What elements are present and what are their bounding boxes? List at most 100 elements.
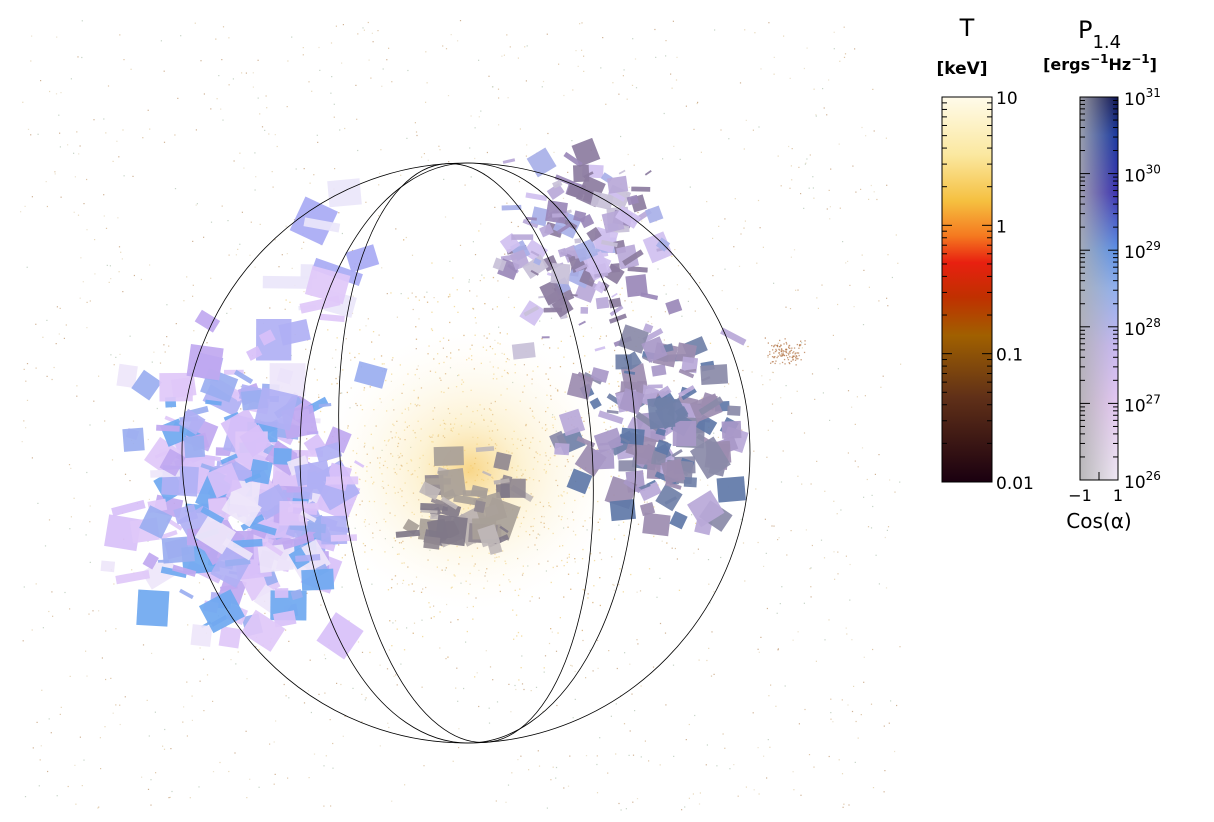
particle — [800, 344, 802, 346]
emitter — [637, 483, 651, 491]
emitter — [178, 408, 206, 435]
particle — [764, 337, 766, 339]
particle — [587, 597, 589, 599]
particle — [515, 688, 517, 691]
particle — [32, 747, 34, 749]
emitter — [618, 460, 637, 472]
particle — [101, 657, 103, 659]
emitter — [294, 460, 331, 487]
tick-label: 10 — [996, 89, 1018, 109]
particle — [786, 554, 788, 556]
particle — [562, 197, 565, 199]
particle — [148, 735, 150, 737]
particle — [574, 698, 576, 700]
emitter — [642, 512, 671, 537]
particle — [590, 327, 593, 329]
particle — [800, 340, 802, 342]
particle — [676, 558, 678, 560]
emitter — [157, 559, 169, 563]
particle — [671, 255, 673, 257]
emitter — [473, 500, 486, 514]
particle — [696, 102, 698, 105]
particle — [40, 745, 42, 747]
particle — [258, 786, 260, 788]
particle — [789, 362, 791, 365]
particle — [89, 561, 91, 563]
particle — [655, 56, 657, 58]
particle — [89, 521, 91, 523]
particle — [676, 56, 678, 58]
particle — [791, 412, 793, 414]
particle — [775, 350, 778, 352]
particle — [697, 548, 699, 550]
particle — [787, 357, 789, 359]
particle — [699, 282, 701, 284]
particle — [215, 38, 217, 40]
particle — [510, 711, 512, 713]
particle — [129, 335, 131, 337]
emitter — [674, 406, 689, 420]
particle — [478, 59, 480, 61]
particle — [888, 722, 890, 724]
particle — [492, 86, 494, 88]
particle — [195, 204, 197, 206]
particle — [621, 287, 623, 289]
emitter — [299, 295, 341, 314]
particle — [85, 650, 87, 652]
particle — [535, 686, 538, 688]
particle — [833, 551, 835, 553]
emitter — [558, 408, 586, 437]
particle — [59, 146, 61, 148]
particle — [254, 152, 256, 154]
emitter — [657, 385, 672, 399]
particle — [767, 739, 769, 741]
particle — [508, 296, 510, 298]
particle — [64, 591, 66, 594]
emitter — [301, 568, 335, 591]
particle — [780, 355, 783, 357]
particle — [768, 695, 770, 697]
particle — [774, 344, 776, 346]
emitter — [160, 566, 188, 578]
particle — [614, 404, 617, 406]
particle — [249, 778, 251, 780]
particle — [773, 345, 775, 347]
particle — [38, 785, 40, 787]
particle — [762, 384, 764, 386]
particle — [864, 395, 866, 397]
particle — [105, 227, 108, 229]
emitter — [139, 505, 173, 539]
particle — [478, 116, 480, 118]
particle — [489, 666, 492, 668]
particle — [812, 187, 814, 189]
particle — [837, 368, 839, 370]
emitter — [576, 436, 596, 448]
particle — [199, 647, 201, 649]
particle — [53, 366, 55, 369]
particle — [79, 297, 81, 299]
particle — [605, 335, 607, 337]
particle — [51, 378, 53, 381]
particle — [884, 536, 886, 539]
particle — [752, 712, 754, 714]
particle — [782, 350, 784, 352]
particle — [644, 501, 646, 503]
particle — [73, 211, 75, 213]
particle — [55, 93, 58, 95]
particle — [318, 394, 320, 396]
emitter — [622, 249, 644, 266]
particle — [740, 233, 742, 235]
particle — [180, 35, 182, 37]
particle — [232, 78, 234, 80]
particle — [431, 329, 434, 332]
particle — [815, 660, 817, 662]
emitter — [200, 506, 225, 524]
particle — [341, 392, 343, 394]
particle — [747, 345, 749, 348]
emitter — [264, 541, 284, 557]
particle — [613, 589, 615, 591]
particle — [773, 346, 775, 348]
particle — [496, 701, 499, 703]
particle — [494, 206, 496, 208]
particle — [632, 801, 634, 803]
